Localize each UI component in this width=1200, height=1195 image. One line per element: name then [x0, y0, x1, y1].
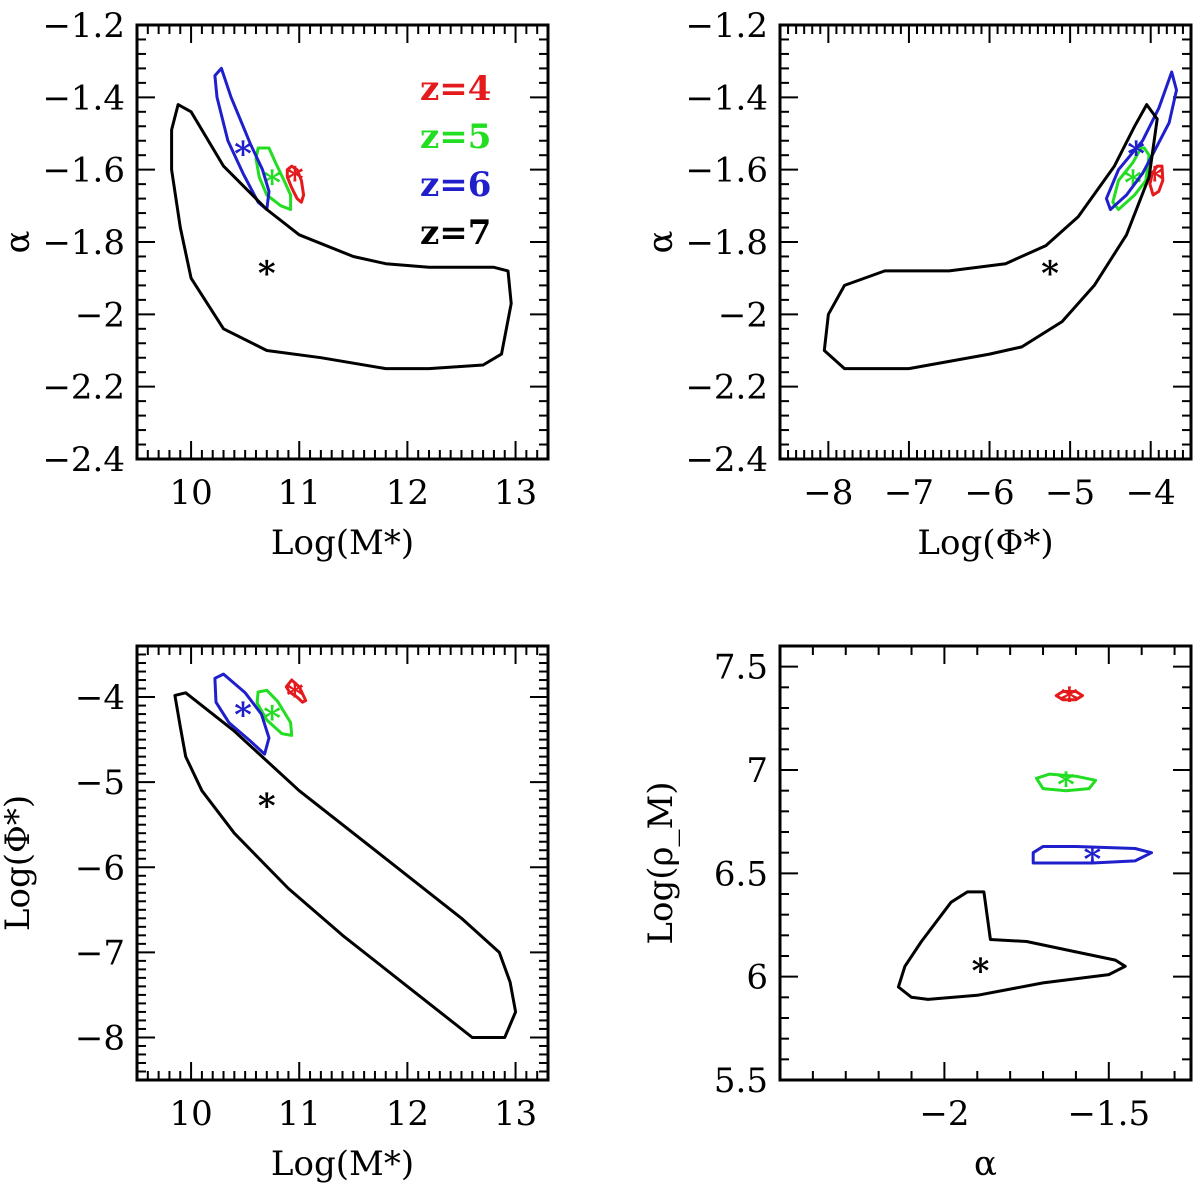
best-fit-marker-z7: * — [1041, 254, 1059, 294]
best-fit-marker-z6: * — [1127, 135, 1145, 175]
x-tick-label: −7 — [884, 473, 934, 513]
legend-entry-z4: z=4 — [420, 69, 491, 109]
best-fit-marker-z7: * — [258, 786, 276, 826]
y-axis-label: α — [641, 230, 681, 253]
y-tick-label: −2.4 — [685, 440, 768, 480]
contour-z6 — [213, 672, 271, 756]
contour-z6 — [1031, 845, 1153, 865]
contour-z7 — [896, 890, 1127, 1001]
x-tick-label: 11 — [278, 1094, 321, 1134]
x-tick-label: 10 — [169, 1094, 212, 1134]
x-axis-label: α — [974, 1144, 997, 1184]
y-tick-label: −2.4 — [42, 440, 125, 480]
y-tick-label: 6.5 — [714, 854, 768, 894]
x-tick-label: −4 — [1126, 473, 1176, 513]
y-tick-label: −1.2 — [42, 6, 125, 46]
panel-mstar-alpha: 10 11 12 13 −2.4 −2.2 −2 −1.8 −1.6 −1.4 −1.2 Log(M*… — [0, 6, 550, 563]
x-tick-label: 12 — [386, 1094, 429, 1134]
best-fit-marker-z4: * — [286, 160, 304, 200]
y-tick-label: −1.4 — [685, 78, 768, 118]
y-tick-label: −8 — [75, 1018, 125, 1058]
contour-z4 — [284, 678, 308, 704]
contour-z5 — [255, 688, 294, 737]
contour-z6 — [213, 66, 271, 211]
legend-entry-z7: z=7 — [420, 213, 491, 253]
legend-entry-z5: z=5 — [420, 117, 491, 157]
plot-frame — [778, 644, 1193, 1082]
best-fit-marker-z6: * — [234, 695, 252, 735]
y-tick-label: −1.6 — [42, 151, 125, 191]
y-tick-label: −4 — [75, 678, 125, 718]
y-axis-label: Log(Φ*) — [0, 795, 38, 931]
contour-z7 — [173, 691, 518, 1039]
panel-phistar-alpha: −8 −7 −6 −5 −4 −2.4 −2.2 −2 −1.8 −1.6 −1.4 −1.2 Log(… — [641, 6, 1193, 563]
x-tick-label: −6 — [964, 473, 1014, 513]
x-tick-label: 13 — [494, 1094, 537, 1134]
y-tick-label: 6 — [746, 958, 768, 998]
y-tick-label: 7.5 — [714, 648, 768, 688]
x-tick-label: −5 — [1045, 473, 1095, 513]
x-tick-label: 10 — [169, 473, 212, 513]
contour-z7 — [822, 103, 1159, 371]
best-fit-marker-z7: * — [258, 254, 276, 294]
best-fit-marker-z7: * — [972, 951, 990, 991]
y-tick-label: −2 — [718, 295, 768, 335]
y-tick-label: −1.8 — [42, 223, 125, 263]
x-tick-label: −1.5 — [1068, 1094, 1151, 1134]
y-tick-label: −5 — [75, 763, 125, 803]
contour-z4 — [285, 164, 306, 204]
y-tick-label: −1.2 — [685, 6, 768, 46]
plot-frame — [778, 23, 1193, 461]
y-tick-label: −6 — [75, 848, 125, 888]
x-axis-label: Log(M*) — [271, 1144, 414, 1184]
contour-z7 — [170, 103, 513, 371]
best-fit-marker-z4: * — [1060, 681, 1078, 721]
legend: z=4 z=5 z=6 z=7 — [420, 69, 491, 253]
contour-z4 — [1054, 690, 1084, 702]
y-tick-label: −1.8 — [685, 223, 768, 263]
tick-marks — [779, 645, 1191, 1081]
contour-z4 — [1148, 164, 1165, 197]
y-tick-label: −1.4 — [42, 78, 125, 118]
best-fit-marker-z5: * — [1057, 765, 1075, 805]
x-tick-label: −2 — [919, 1094, 969, 1134]
tick-marks — [780, 24, 1192, 460]
contour-z5 — [1035, 772, 1098, 793]
y-axis-label: Log(ρ_M) — [641, 781, 681, 944]
y-tick-label: −2.2 — [42, 368, 125, 408]
x-tick-label: 13 — [494, 473, 537, 513]
x-tick-label: 11 — [278, 473, 321, 513]
x-tick-label: −8 — [803, 473, 853, 513]
x-tick-label: 12 — [386, 473, 429, 513]
x-axis-label: Log(Φ*) — [917, 523, 1053, 563]
best-fit-marker-z6: * — [1083, 840, 1101, 880]
contour-z6 — [1104, 70, 1178, 211]
y-tick-label: −7 — [75, 933, 125, 973]
contour-z5 — [254, 146, 293, 211]
best-fit-marker-z4: * — [286, 676, 304, 716]
y-tick-label: 5.5 — [714, 1061, 768, 1101]
y-axis-label: α — [0, 230, 38, 253]
tick-marks — [136, 24, 549, 460]
tick-marks — [136, 645, 549, 1081]
best-fit-marker-z6: * — [234, 135, 252, 175]
x-axis-label: Log(M*) — [271, 523, 414, 563]
best-fit-marker-z5: * — [263, 699, 281, 739]
y-tick-label: −2 — [75, 295, 125, 335]
y-tick-label: −1.6 — [685, 151, 768, 191]
y-tick-label: −2.2 — [685, 368, 768, 408]
plot-frame — [135, 644, 550, 1082]
y-tick-label: 7 — [746, 751, 768, 791]
legend-entry-z6: z=6 — [420, 165, 491, 205]
